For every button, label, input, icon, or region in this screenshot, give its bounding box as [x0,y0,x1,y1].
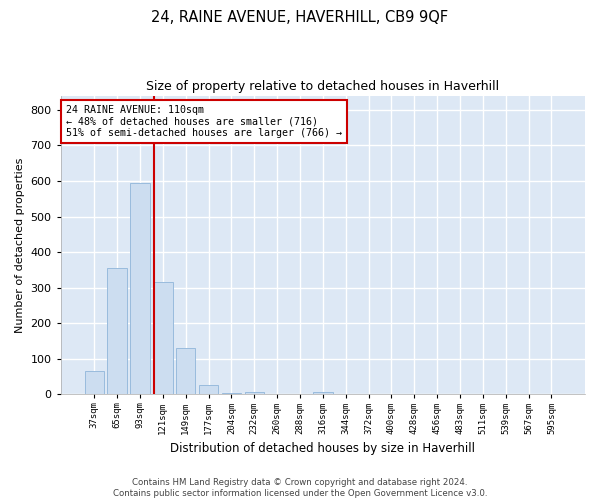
Text: 24 RAINE AVENUE: 110sqm
← 48% of detached houses are smaller (716)
51% of semi-d: 24 RAINE AVENUE: 110sqm ← 48% of detache… [66,104,342,138]
Text: 24, RAINE AVENUE, HAVERHILL, CB9 9QF: 24, RAINE AVENUE, HAVERHILL, CB9 9QF [151,10,449,25]
Bar [130,182,149,394]
Bar [245,392,264,394]
Bar [85,372,104,394]
Bar [176,348,196,395]
Bar [153,282,173,395]
Text: Contains HM Land Registry data © Crown copyright and database right 2024.
Contai: Contains HM Land Registry data © Crown c… [113,478,487,498]
X-axis label: Distribution of detached houses by size in Haverhill: Distribution of detached houses by size … [170,442,475,455]
Bar [107,268,127,394]
Bar [313,392,332,394]
Title: Size of property relative to detached houses in Haverhill: Size of property relative to detached ho… [146,80,499,93]
Bar [221,392,241,394]
Bar [199,384,218,394]
Y-axis label: Number of detached properties: Number of detached properties [15,158,25,332]
